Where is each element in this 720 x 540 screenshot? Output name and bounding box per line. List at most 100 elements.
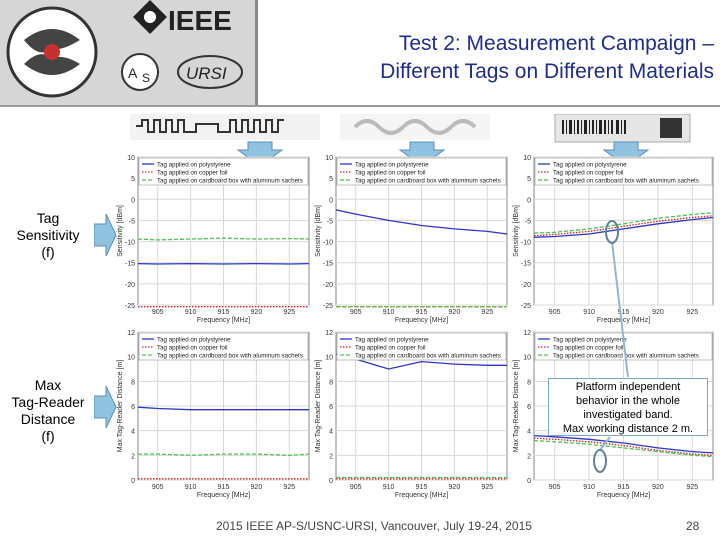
- x-tick-label: 920: [652, 484, 664, 491]
- x-tick-label: 925: [687, 309, 699, 316]
- row-label-line: Sensitivity: [16, 227, 80, 243]
- aps-logo-letters-2: S: [142, 71, 150, 85]
- right-arrow-icon: [94, 213, 117, 257]
- x-tick-label: 910: [383, 309, 395, 316]
- y-tick-label: 4: [527, 429, 531, 436]
- x-tick-label: 925: [283, 484, 295, 491]
- y-tick-label: 8: [131, 379, 135, 386]
- y-tick-label: 10: [325, 155, 333, 162]
- distance-chart-2: 12 10 8 6 4 2 0 905 910 915 920 925 Frequency [MHz] M…: [315, 330, 508, 499]
- x-tick-label: 905: [152, 484, 164, 491]
- x-tick-label: 905: [350, 484, 362, 491]
- series-line-2: [533, 439, 714, 458]
- row-label-line: Tag: [36, 210, 60, 226]
- y-tick-label: 5: [527, 176, 531, 183]
- row-label-line: Tag-Reader: [11, 394, 85, 410]
- y-tick-label: 12: [325, 330, 333, 337]
- y-axis-label: Sensitivity [dBm]: [117, 205, 124, 257]
- legend-box: [336, 332, 507, 361]
- highlight-ellipse: [605, 220, 619, 244]
- legend-box: [138, 157, 309, 186]
- legend-entry: Tag applied on polystyrene: [157, 337, 231, 344]
- seal-fish-bottom-icon: [24, 54, 80, 75]
- callout-line: Platform independent: [575, 381, 681, 393]
- x-tick-label: 905: [350, 309, 362, 316]
- aps-logo-letters: A: [128, 65, 138, 81]
- y-tick-label: 10: [325, 355, 333, 362]
- legend-box: [534, 157, 713, 186]
- legend-box: [336, 157, 507, 186]
- y-tick-label: 5: [329, 176, 333, 183]
- sensitivity-chart-1: 10 5 0 -5 -10 -15 -20 -25 905 910 915 920 925 Frequen…: [117, 155, 310, 324]
- y-tick-label: -25: [323, 303, 333, 310]
- aps-logo-icon: [121, 53, 159, 91]
- y-tick-label: -25: [125, 303, 135, 310]
- page-number: 28: [686, 519, 700, 533]
- series-line-0: [335, 209, 508, 235]
- x-axis-label: Frequency [MHz]: [197, 317, 250, 324]
- callout-line: behavior in the whole: [576, 395, 680, 407]
- y-tick-label: -20: [125, 282, 135, 289]
- y-tick-label: 12: [523, 330, 531, 337]
- slide-title: Test 2: Measurement Campaign – Different…: [262, 30, 714, 86]
- row-label-sensitivity: Tag Sensitivity (f): [2, 210, 94, 261]
- y-tick-label: 12: [127, 330, 135, 337]
- y-axis-label: Max Tag-Reader Distance [m]: [513, 360, 520, 453]
- x-tick-label: 920: [251, 309, 263, 316]
- y-tick-label: 0: [329, 478, 333, 485]
- x-tick-label: 905: [549, 309, 561, 316]
- legend-box: [138, 332, 309, 361]
- x-axis-label: Frequency [MHz]: [395, 317, 448, 324]
- tag-photo-3: [554, 114, 691, 143]
- legend-entry: Tag applied on copper foil: [157, 170, 228, 177]
- y-tick-label: -20: [323, 282, 333, 289]
- y-axis-label: Sensitivity [dBm]: [513, 205, 520, 257]
- legend-entry: Tag applied on cardboard box with alumin…: [355, 353, 501, 360]
- logo-graphics: IEEE A S URSI: [6, 0, 243, 98]
- x-tick-label: 905: [549, 484, 561, 491]
- legend: Tag applied on polystyrene Tag applied on…: [534, 157, 713, 186]
- x-tick-label: 915: [618, 484, 630, 491]
- callout-connector: [599, 436, 611, 451]
- y-tick-label: -5: [525, 218, 531, 225]
- row-label-line: (f): [41, 244, 55, 260]
- legend-entry: Tag applied on cardboard box with alumin…: [157, 353, 303, 360]
- distance-chart-1: 12 10 8 6 4 2 0 905 910 915 920 925 Frequency [MHz] M…: [117, 330, 310, 499]
- y-axis-label: Sensitivity [dBm]: [315, 205, 322, 257]
- y-tick-label: 2: [527, 453, 531, 460]
- legend-entry: Tag applied on polystyrene: [157, 162, 231, 169]
- x-tick-label: 910: [185, 484, 197, 491]
- y-axis-label: Max Tag-Reader Distance [m]: [315, 360, 322, 453]
- tag-photos: [130, 114, 691, 143]
- tag-arrows: [236, 141, 650, 167]
- slide-header: IEEE A S URSI Test 2: Measurement Campai…: [0, 0, 720, 105]
- y-tick-label: -5: [129, 218, 135, 225]
- x-tick-label: 920: [449, 309, 461, 316]
- x-axis-label: Frequency [MHz]: [597, 317, 650, 324]
- right-arrow-icon: [94, 385, 117, 429]
- ieee-logo-text: IEEE: [168, 5, 232, 36]
- legend-entry: Tag applied on polystyrene: [355, 162, 429, 169]
- legend-entry: Tag applied on copper foil: [157, 345, 228, 352]
- y-tick-label: -25: [521, 303, 531, 310]
- y-tick-label: 10: [523, 355, 531, 362]
- seal-center-icon: [44, 44, 60, 60]
- legend-entry: Tag applied on polystyrene: [553, 162, 627, 169]
- y-tick-label: 6: [131, 404, 135, 411]
- y-tick-label: 0: [131, 197, 135, 204]
- x-tick-label: 915: [416, 309, 428, 316]
- y-tick-label: 8: [527, 379, 531, 386]
- footer-conference: 2015 IEEE AP-S/USNC-URSI, Vancouver, Jul…: [216, 519, 532, 533]
- tag-photo-2: [340, 114, 490, 140]
- y-tick-label: 2: [329, 453, 333, 460]
- y-tick-label: -10: [521, 240, 531, 247]
- x-tick-label: 915: [416, 484, 428, 491]
- legend-entry: Tag applied on cardboard box with alumin…: [553, 178, 699, 185]
- tag-photo-1: [130, 114, 320, 140]
- callout-line: Max working distance 2 m.: [562, 423, 694, 435]
- series-line-2: [533, 212, 714, 234]
